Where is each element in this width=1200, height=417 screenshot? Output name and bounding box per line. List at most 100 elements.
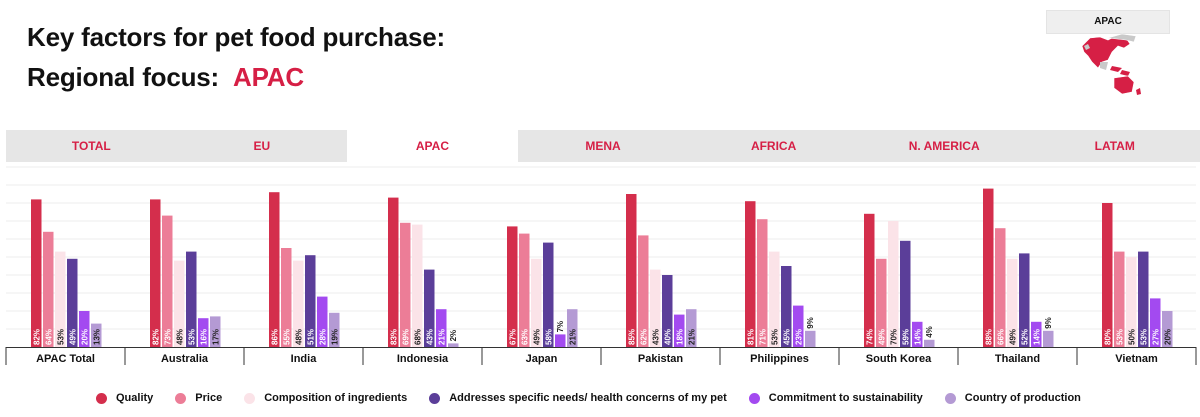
bar-indonesia-price	[400, 222, 411, 347]
legend-label-sustainability: Commitment to sustainability	[768, 392, 923, 404]
value-label: 49%	[68, 329, 77, 345]
bar-thailand-addresses-specific-needs	[1019, 253, 1030, 347]
legend: Quality Price Composition of ingredients…	[96, 390, 1081, 406]
tab-n-america[interactable]: N. AMERICA	[908, 139, 980, 153]
value-label: 49%	[1008, 329, 1017, 345]
value-label: 45%	[782, 329, 791, 345]
bar-thailand-composition-of-ingredien	[1007, 258, 1018, 347]
region-tabs: TOTAL EU APAC MENA AFRICA N. AMERICA LAT…	[6, 130, 1200, 162]
bar-philippines-addresses-specific-needs	[781, 266, 792, 347]
value-label: 21%	[687, 329, 696, 345]
bar-philippines-quality	[745, 201, 756, 347]
legend-item-composition: Composition of ingredients	[244, 392, 407, 404]
bar-india-country-of-production	[329, 312, 340, 347]
bar-japan-addresses-specific-needs	[543, 242, 554, 347]
category-label: South Korea	[866, 353, 932, 365]
value-label: 48%	[175, 329, 184, 345]
value-label: 66%	[996, 329, 1005, 345]
page-title: Key factors for pet food purchase:	[27, 22, 445, 52]
apac-map-icon	[1081, 33, 1141, 95]
bar-pakistan-composition-of-ingredien	[650, 269, 661, 347]
bar-pakistan-addresses-specific-needs	[662, 275, 673, 347]
bar-south-korea-price	[876, 258, 887, 347]
value-label: 14%	[1032, 329, 1041, 345]
region-name: APAC	[233, 62, 304, 92]
category-label: Pakistan	[638, 353, 684, 365]
bar-india-price	[281, 248, 292, 347]
bar-philippines-commitment-to-sustainabi	[793, 305, 804, 347]
value-label: 50%	[1127, 329, 1136, 345]
value-label: 64%	[44, 329, 53, 345]
tab-latam[interactable]: LATAM	[1094, 139, 1135, 153]
bar-south-korea-composition-of-ingredien	[888, 221, 899, 347]
value-label: 53%	[1115, 329, 1124, 345]
value-label: 70%	[889, 329, 898, 345]
bar-japan-commitment-to-sustainabi	[555, 334, 566, 347]
bar-australia-price	[162, 215, 173, 347]
bar-pakistan-quality	[626, 194, 637, 347]
category-label: Australia	[161, 353, 209, 365]
value-label: 20%	[80, 329, 89, 345]
value-label: 82%	[32, 329, 41, 345]
legend-swatch-sustainability	[748, 392, 760, 404]
bar-japan-quality	[507, 226, 518, 347]
legend-swatch-health-needs	[429, 392, 441, 404]
bar-south-korea-addresses-specific-needs	[900, 240, 911, 347]
bar-apac-total-quality	[31, 199, 42, 347]
value-label: 82%	[151, 329, 160, 345]
tab-eu[interactable]: EU	[253, 139, 271, 153]
bar-apac-total-composition-of-ingredien	[55, 251, 66, 347]
value-label: 74%	[865, 329, 874, 345]
legend-item-country: Country of production	[944, 392, 1081, 404]
tab-mena[interactable]: MENA	[585, 139, 621, 153]
value-label: 27%	[1151, 329, 1160, 345]
value-label: 69%	[401, 329, 410, 345]
bar-philippines-price	[757, 219, 768, 347]
legend-swatch-country	[944, 392, 956, 404]
value-label: 9%	[806, 317, 815, 329]
bar-thailand-country-of-production	[1043, 330, 1054, 347]
bar-south-korea-commitment-to-sustainabi	[912, 321, 923, 347]
legend-swatch-composition	[244, 392, 256, 404]
value-label: 80%	[1103, 329, 1112, 345]
value-label: 71%	[758, 329, 767, 345]
bar-vietnam-quality	[1102, 203, 1113, 347]
bar-pakistan-price	[638, 235, 649, 347]
value-label: 58%	[544, 329, 553, 345]
bar-australia-country-of-production	[210, 316, 221, 347]
value-label: 52%	[1020, 329, 1029, 345]
value-label: 9%	[1044, 317, 1053, 329]
tab-apac[interactable]: APAC	[347, 130, 518, 162]
subtitle-prefix: Regional focus:	[27, 62, 220, 92]
value-label: 43%	[425, 329, 434, 345]
value-label: 53%	[1139, 329, 1148, 345]
bar-australia-composition-of-ingredien	[174, 260, 185, 347]
tab-total[interactable]: TOTAL	[71, 139, 111, 153]
legend-label-health-needs: Addresses specific needs/ health concern…	[449, 392, 727, 404]
bar-pakistan-commitment-to-sustainabi	[674, 314, 685, 347]
value-label: 63%	[520, 329, 529, 345]
value-label: 51%	[306, 329, 315, 345]
bar-vietnam-price	[1114, 251, 1125, 347]
legend-item-price: Price	[175, 392, 222, 404]
tab-africa[interactable]: AFRICA	[750, 139, 797, 153]
bar-thailand-price	[995, 228, 1006, 347]
value-label: 14%	[913, 329, 922, 345]
bar-australia-quality	[150, 199, 161, 347]
bar-apac-total-commitment-to-sustainabi	[79, 311, 90, 347]
bar-australia-commitment-to-sustainabi	[198, 318, 209, 347]
bar-vietnam-composition-of-ingredien	[1126, 257, 1137, 347]
value-label: 62%	[639, 329, 648, 345]
value-label: 21%	[437, 329, 446, 345]
value-label: 43%	[651, 329, 660, 345]
value-label: 86%	[270, 329, 279, 345]
value-label: 2%	[449, 330, 458, 342]
value-label: 73%	[163, 329, 172, 345]
bar-chart: 82% 64% 53% 49% 20% 13% 82% 73% 48% 53% 16% 17% 86% 5…	[5, 166, 1197, 365]
value-label: 49%	[877, 329, 886, 345]
bar-pakistan-country-of-production	[686, 309, 697, 347]
legend-label-quality: Quality	[116, 392, 154, 404]
page-subtitle: Regional focus: APAC	[27, 62, 304, 93]
value-label: 48%	[294, 329, 303, 345]
value-label: 53%	[187, 329, 196, 345]
